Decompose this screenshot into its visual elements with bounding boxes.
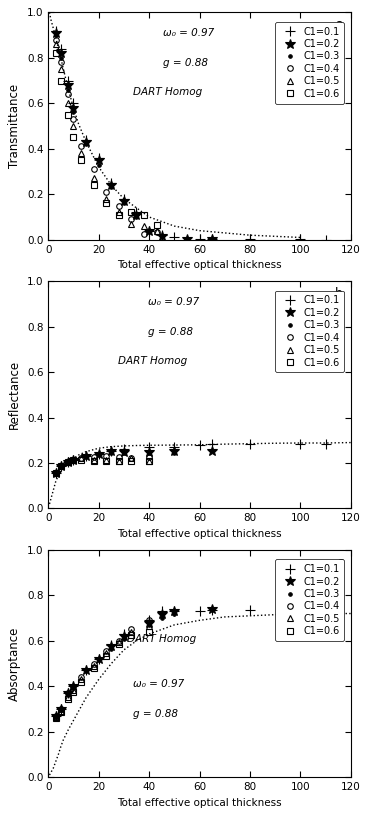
- Y-axis label: Absorptance: Absorptance: [8, 627, 21, 701]
- Legend: C1=0.1, C1=0.2, C1=0.3, C1=0.4, C1=0.5, C1=0.6: C1=0.1, C1=0.2, C1=0.3, C1=0.4, C1=0.5, …: [275, 290, 344, 372]
- Text: g = 0.88: g = 0.88: [133, 709, 178, 719]
- Text: DART Homog: DART Homog: [118, 356, 187, 366]
- Text: a: a: [335, 18, 343, 31]
- Legend: C1=0.1, C1=0.2, C1=0.3, C1=0.4, C1=0.5, C1=0.6: C1=0.1, C1=0.2, C1=0.3, C1=0.4, C1=0.5, …: [275, 22, 344, 104]
- X-axis label: Total effective optical thickness: Total effective optical thickness: [117, 260, 282, 270]
- Legend: C1=0.1, C1=0.2, C1=0.3, C1=0.4, C1=0.5, C1=0.6: C1=0.1, C1=0.2, C1=0.3, C1=0.4, C1=0.5, …: [275, 559, 344, 641]
- Text: DART Homog: DART Homog: [127, 634, 196, 644]
- Y-axis label: Transmittance: Transmittance: [8, 84, 21, 168]
- X-axis label: Total effective optical thickness: Total effective optical thickness: [117, 798, 282, 808]
- Text: ω₀ = 0.97: ω₀ = 0.97: [133, 680, 184, 690]
- Text: b: b: [335, 286, 343, 299]
- Text: ω₀ = 0.97: ω₀ = 0.97: [148, 297, 199, 307]
- X-axis label: Total effective optical thickness: Total effective optical thickness: [117, 529, 282, 539]
- Text: ω₀ = 0.97: ω₀ = 0.97: [163, 29, 214, 38]
- Text: c: c: [336, 556, 343, 569]
- Text: DART Homog: DART Homog: [133, 87, 202, 97]
- Text: g = 0.88: g = 0.88: [163, 58, 208, 68]
- Text: g = 0.88: g = 0.88: [148, 326, 193, 336]
- Y-axis label: Reflectance: Reflectance: [8, 360, 21, 429]
